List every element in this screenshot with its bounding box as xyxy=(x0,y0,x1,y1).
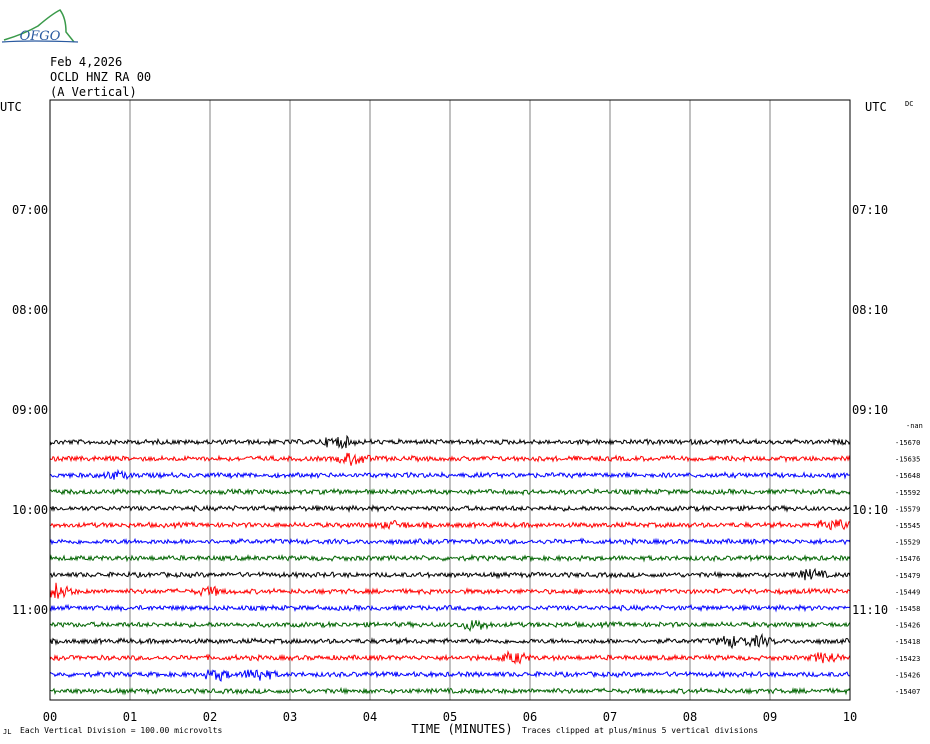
x-tick-label: 06 xyxy=(523,710,537,724)
seismic-trace-4 xyxy=(49,487,851,496)
seismic-trace-3 xyxy=(49,468,851,481)
x-axis-title: TIME (MINUTES) xyxy=(411,722,512,736)
dc-value-label: -15458 xyxy=(895,605,920,613)
dc-value-label: -15579 xyxy=(895,505,920,513)
seismic-trace-13 xyxy=(49,632,851,650)
x-tick-label: 05 xyxy=(443,710,457,724)
left-time-label: 07:00 xyxy=(12,203,48,217)
scale-note: Each Vertical Division = 100.00 microvol… xyxy=(20,726,222,735)
seismic-trace-1 xyxy=(49,434,851,450)
right-utc-title: UTC xyxy=(865,100,887,114)
dc-value-label: -15479 xyxy=(895,572,920,580)
left-time-label: 08:00 xyxy=(12,303,48,317)
trace-group xyxy=(49,434,851,696)
right-time-label: 08:10 xyxy=(852,303,888,317)
dc-value-label: -15545 xyxy=(895,522,920,530)
x-tick-label: 10 xyxy=(843,710,857,724)
seismic-trace-16 xyxy=(49,686,851,696)
x-tick-label: 07 xyxy=(603,710,617,724)
x-tick-labels: 00 01 02 03 04 05 06 07 08 09 10 xyxy=(43,710,857,724)
dc-value-label: -15426 xyxy=(895,622,920,630)
dc-value-label: -15407 xyxy=(895,688,920,696)
x-tick-label: 08 xyxy=(683,710,697,724)
dc-value-label: -15476 xyxy=(895,555,920,563)
dc-value-label: -15635 xyxy=(895,456,920,464)
x-tick-label: 02 xyxy=(203,710,217,724)
dc-value-label: -15449 xyxy=(895,588,920,596)
x-tick-label: 01 xyxy=(123,710,137,724)
x-tick-label: 00 xyxy=(43,710,57,724)
dc-value-label: -15648 xyxy=(895,472,920,480)
dc-value-label: -15423 xyxy=(895,655,920,663)
seismic-trace-6 xyxy=(49,519,851,531)
component-label: (A Vertical) xyxy=(50,85,137,99)
seismic-trace-9 xyxy=(49,567,851,581)
station-label: OCLD HNZ RA 00 xyxy=(50,70,152,84)
dc-value-label: -15670 xyxy=(895,439,920,447)
left-time-label: 11:00 xyxy=(12,603,48,617)
seismic-trace-11 xyxy=(49,603,851,613)
left-time-labels: 07:00 08:00 09:00 10:00 11:00 xyxy=(12,203,48,617)
right-time-label: 09:10 xyxy=(852,403,888,417)
seismic-trace-15 xyxy=(49,669,851,682)
x-tick-label: 03 xyxy=(283,710,297,724)
footer-left-mark: JL xyxy=(3,728,11,736)
right-time-label: 07:10 xyxy=(852,203,888,217)
dc-value-labels: -nan -15670 -15635 -15648 -15592 -15579 -15545… xyxy=(895,422,923,696)
grid-lines xyxy=(129,100,771,700)
dc-value-label: -15592 xyxy=(895,489,920,497)
first-row-dc-label: -nan xyxy=(906,422,923,430)
right-time-label: 10:10 xyxy=(852,503,888,517)
seismic-trace-8 xyxy=(49,553,851,563)
ofgo-logo: OFGO xyxy=(1,9,79,44)
right-time-labels: 07:10 08:10 09:10 10:10 11:10 xyxy=(852,203,888,617)
left-utc-title: UTC xyxy=(0,100,22,114)
right-time-label: 11:10 xyxy=(852,603,888,617)
dc-value-label: -15426 xyxy=(895,671,920,679)
seismic-trace-14 xyxy=(49,649,851,665)
left-time-label: 10:00 xyxy=(12,503,48,517)
seismic-trace-2 xyxy=(49,452,851,466)
x-tick-label: 09 xyxy=(763,710,777,724)
seismic-trace-5 xyxy=(49,504,851,513)
clip-note: Traces clipped at plus/minus 5 vertical … xyxy=(522,726,758,735)
seismic-trace-10 xyxy=(49,582,851,599)
date-label: Feb 4,2026 xyxy=(50,55,123,69)
seismic-trace-7 xyxy=(49,537,851,546)
dc-value-label: -15529 xyxy=(895,539,920,547)
dc-value-label: -15418 xyxy=(895,638,920,646)
x-tick-label: 04 xyxy=(363,710,377,724)
logo-text: OFGO xyxy=(20,29,61,44)
left-time-label: 09:00 xyxy=(12,403,48,417)
dc-label: DC xyxy=(905,100,913,108)
plot-frame xyxy=(49,99,851,701)
seismic-trace-12 xyxy=(49,619,851,633)
